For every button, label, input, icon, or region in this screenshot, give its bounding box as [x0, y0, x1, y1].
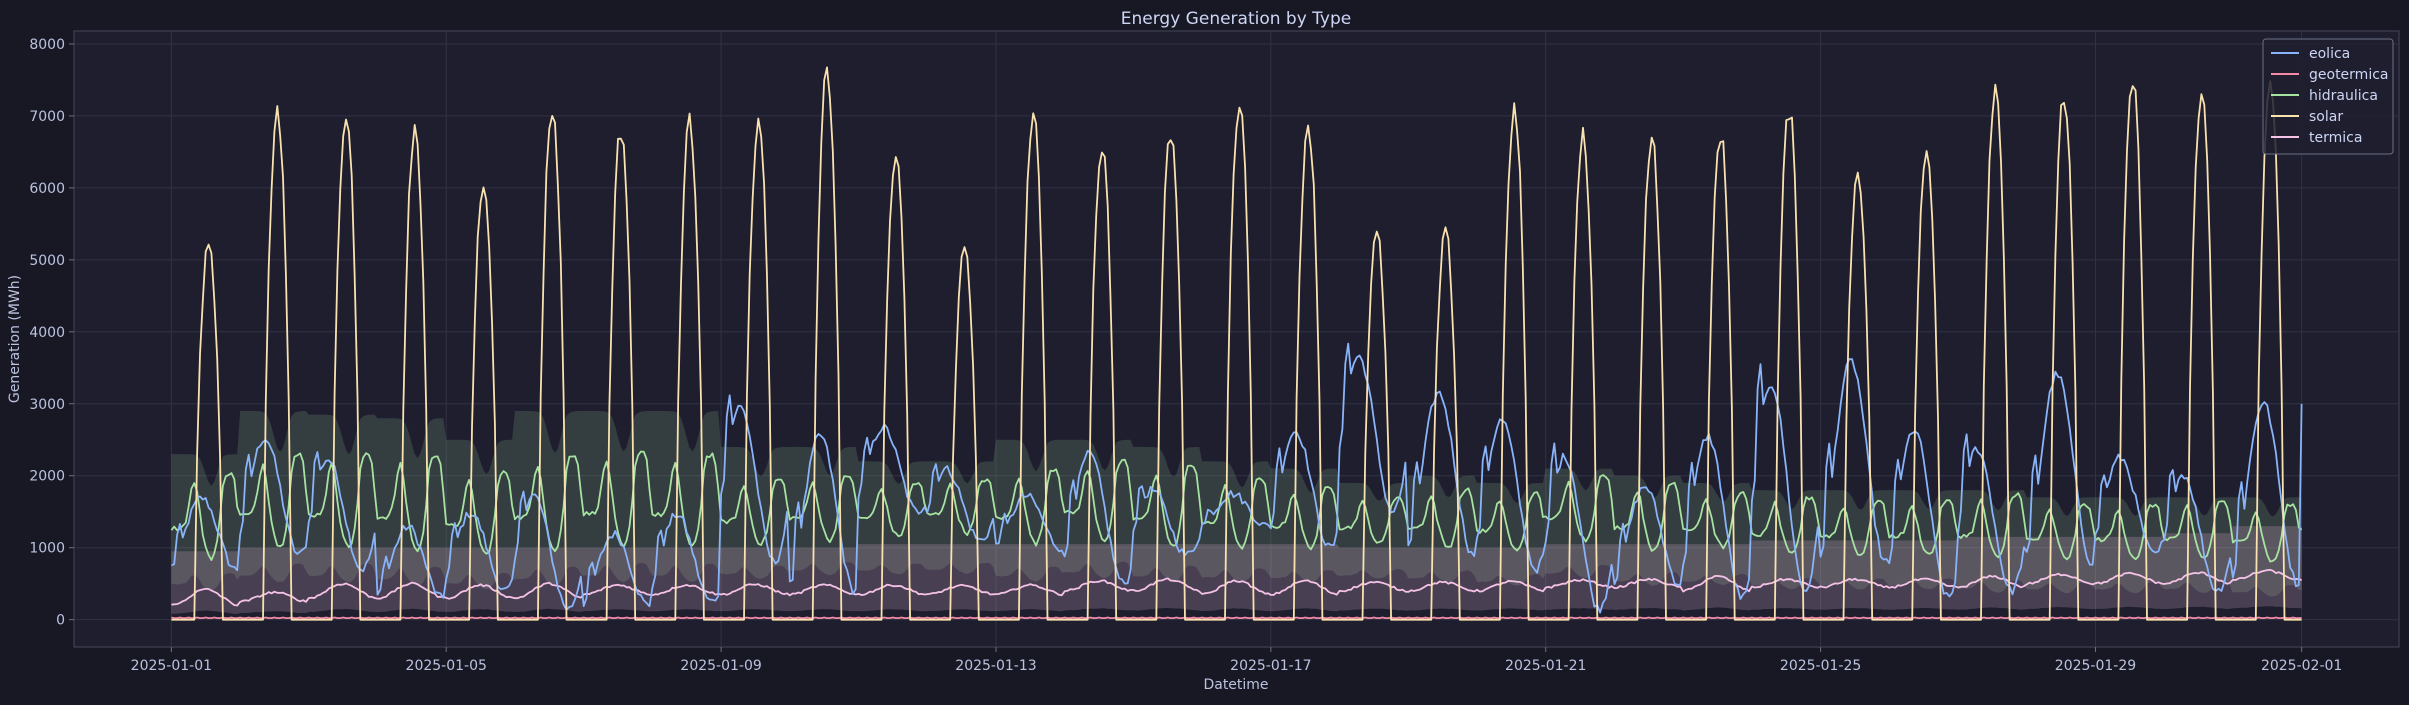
y-tick-label: 0 [56, 613, 65, 629]
termica-line [171, 568, 2302, 607]
legend: eolica geotermica hidraulica solar termica [2262, 38, 2394, 155]
x-tick-label: 2025-01-09 [680, 658, 761, 674]
x-tick-label: 2025-01-01 [131, 658, 212, 674]
legend-label-geotermica: geotermica [2309, 67, 2388, 83]
solar-line [171, 66, 2302, 621]
legend-box [2262, 38, 2394, 155]
y-axis-ticks: 0 1000 2000 3000 4000 5000 6000 7000 8000 [29, 37, 74, 629]
chart-title: Energy Generation by Type [1121, 9, 1351, 29]
y-tick-label: 6000 [29, 181, 65, 197]
legend-label-termica: termica [2309, 130, 2362, 146]
y-tick-label: 7000 [29, 109, 65, 125]
y-tick-label: 4000 [29, 325, 65, 341]
y-tick-label: 2000 [29, 469, 65, 485]
x-axis-label: Datetime [1203, 677, 1268, 693]
x-tick-label: 2025-01-05 [406, 658, 487, 674]
y-tick-label: 1000 [29, 541, 65, 557]
hidraulica-line [170, 450, 2303, 563]
x-tick-label: 2025-01-21 [1505, 658, 1586, 674]
x-tick-label: 2025-01-25 [1780, 658, 1861, 674]
hidraulica-band [171, 411, 2302, 597]
x-tick-label: 2025-01-17 [1230, 658, 1311, 674]
eolica-line [170, 342, 2303, 614]
geotermica-line [171, 616, 2302, 619]
y-tick-label: 5000 [29, 253, 65, 269]
legend-label-hidraulica: hidraulica [2309, 88, 2378, 104]
x-tick-label: 2025-02-01 [2261, 658, 2342, 674]
legend-label-solar: solar [2309, 109, 2343, 125]
y-axis-label: Generation (MWh) [7, 275, 23, 403]
series-lines [170, 66, 2303, 621]
y-tick-label: 3000 [29, 397, 65, 413]
x-tick-label: 2025-01-29 [2055, 658, 2136, 674]
legend-label-eolica: eolica [2309, 46, 2350, 62]
x-axis-ticks: 2025-01-01 2025-01-05 2025-01-09 2025-01-13… [131, 647, 2342, 674]
x-tick-label: 2025-01-13 [955, 658, 1036, 674]
y-tick-label: 8000 [29, 37, 65, 53]
